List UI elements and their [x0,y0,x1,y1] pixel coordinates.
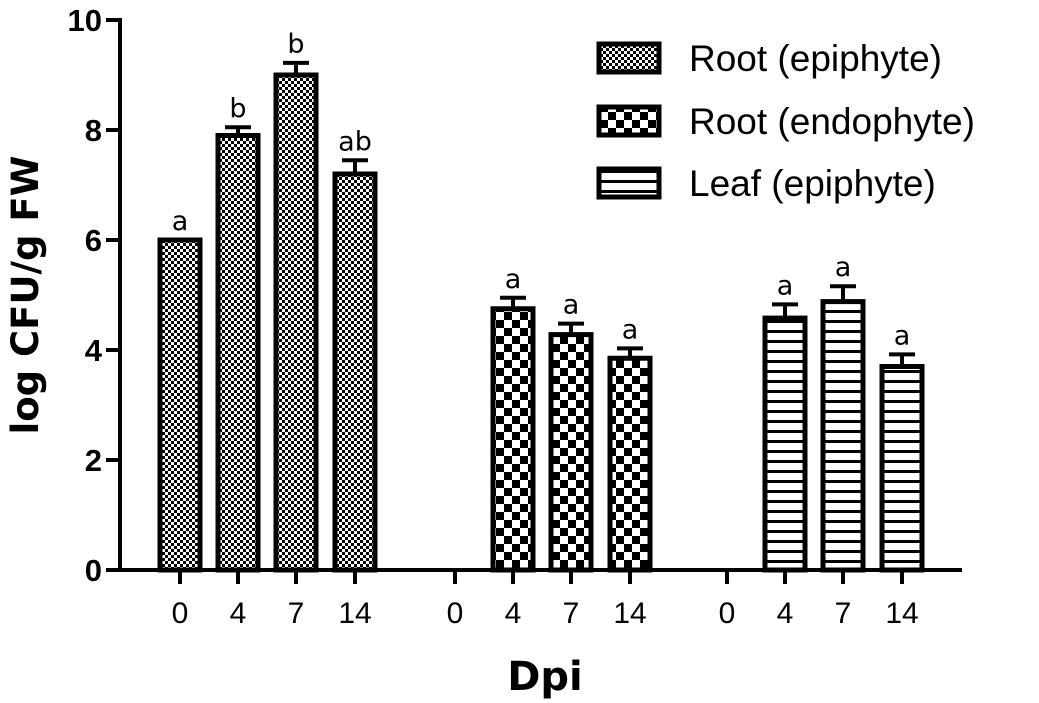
significance-label: a [777,270,794,301]
significance-label: a [835,252,852,283]
y-tick-label: 4 [85,333,103,368]
bar [607,355,653,573]
y-tick-label: 10 [68,3,102,38]
x-tick-label: 4 [230,597,247,630]
legend-label: Root (epiphyte) [689,38,942,79]
significance-label: a [172,206,189,237]
legend: Root (epiphyte) Root (endophyte) Leaf (epi… [596,38,975,204]
y-tick-label: 0 [85,553,102,588]
x-tick-label: 14 [338,597,371,630]
x-tick-label: 0 [447,597,464,630]
x-tick-label: 14 [885,597,918,630]
x-axis-title: Dpi [507,654,583,700]
bar [490,306,536,573]
bar [762,315,808,573]
significance-label: a [622,314,639,345]
legend-swatch [596,41,662,75]
bar [820,299,866,573]
y-tick-label: 2 [85,443,102,478]
bar [157,237,203,573]
x-tick-label: 14 [613,597,646,630]
legend-swatch [596,104,662,138]
significance-label: a [563,290,580,321]
significance-label: b [287,29,304,60]
legend-label: Root (endophyte) [689,101,975,142]
plot-area: 0 2 4 6 8 10 0 a 4 b 7 b 14 ab 0 4 a 7 a 14 a 0 4 a 7 a 14 a [68,3,962,630]
bar [879,364,925,573]
x-tick-label: 7 [288,597,305,630]
bar [215,133,261,573]
bar [332,171,378,573]
bar [548,332,594,573]
x-tick-label: 0 [719,597,736,630]
bar [273,72,319,573]
x-tick-label: 4 [777,597,794,630]
legend-label: Leaf (epiphyte) [689,163,936,204]
y-tick-label: 8 [85,113,102,148]
y-axis-title: log CFU/g FW [4,156,47,435]
significance-label: ab [338,126,372,157]
x-tick-label: 7 [835,597,852,630]
y-tick-label: 6 [85,223,102,258]
x-tick-label: 4 [505,597,522,630]
significance-label: b [229,93,246,124]
x-tick-label: 0 [172,597,189,630]
x-tick-label: 7 [563,597,580,630]
significance-label: a [505,264,522,295]
legend-swatch [596,166,662,200]
significance-label: a [894,320,911,351]
